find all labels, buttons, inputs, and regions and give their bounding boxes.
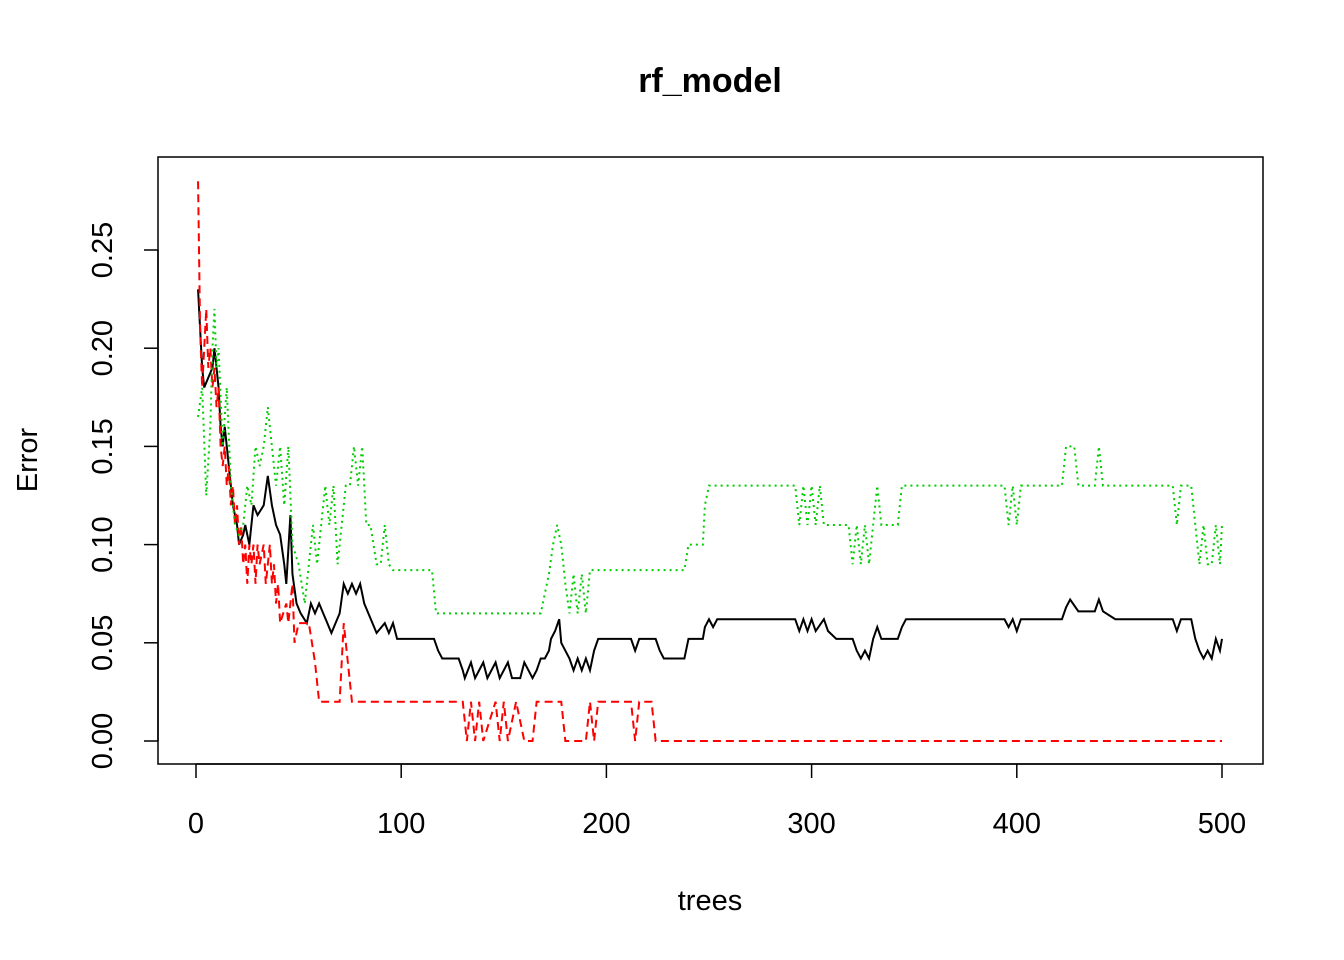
y-tick-label: 0.10: [87, 516, 119, 572]
y-axis-label: Error: [12, 427, 44, 492]
x-tick-label: 300: [787, 808, 835, 840]
x-axis: 0 100 200 300 400 500: [188, 763, 1246, 840]
y-tick-label: 0.20: [87, 320, 119, 376]
x-tick-label: 100: [377, 808, 425, 840]
x-axis-label: trees: [678, 885, 742, 917]
y-axis: 0.00 0.05 0.10 0.15 0.20 0.25: [87, 222, 159, 769]
chart-title: rf_model: [638, 62, 782, 100]
x-tick-label: 400: [993, 808, 1041, 840]
x-tick-label: 200: [582, 808, 630, 840]
y-tick-label: 0.00: [87, 713, 119, 769]
plot-frame: [157, 156, 1264, 765]
series-line-1: [197, 289, 1223, 682]
x-tick-label: 500: [1198, 808, 1246, 840]
y-tick-label: 0.05: [87, 615, 119, 671]
y-tick-label: 0.25: [87, 222, 119, 278]
series-line-3: [197, 308, 1223, 615]
series-line-2: [197, 181, 1222, 742]
x-tick-label: 0: [188, 808, 204, 840]
series-layer: [197, 181, 1223, 742]
y-tick-label: 0.15: [87, 418, 119, 474]
